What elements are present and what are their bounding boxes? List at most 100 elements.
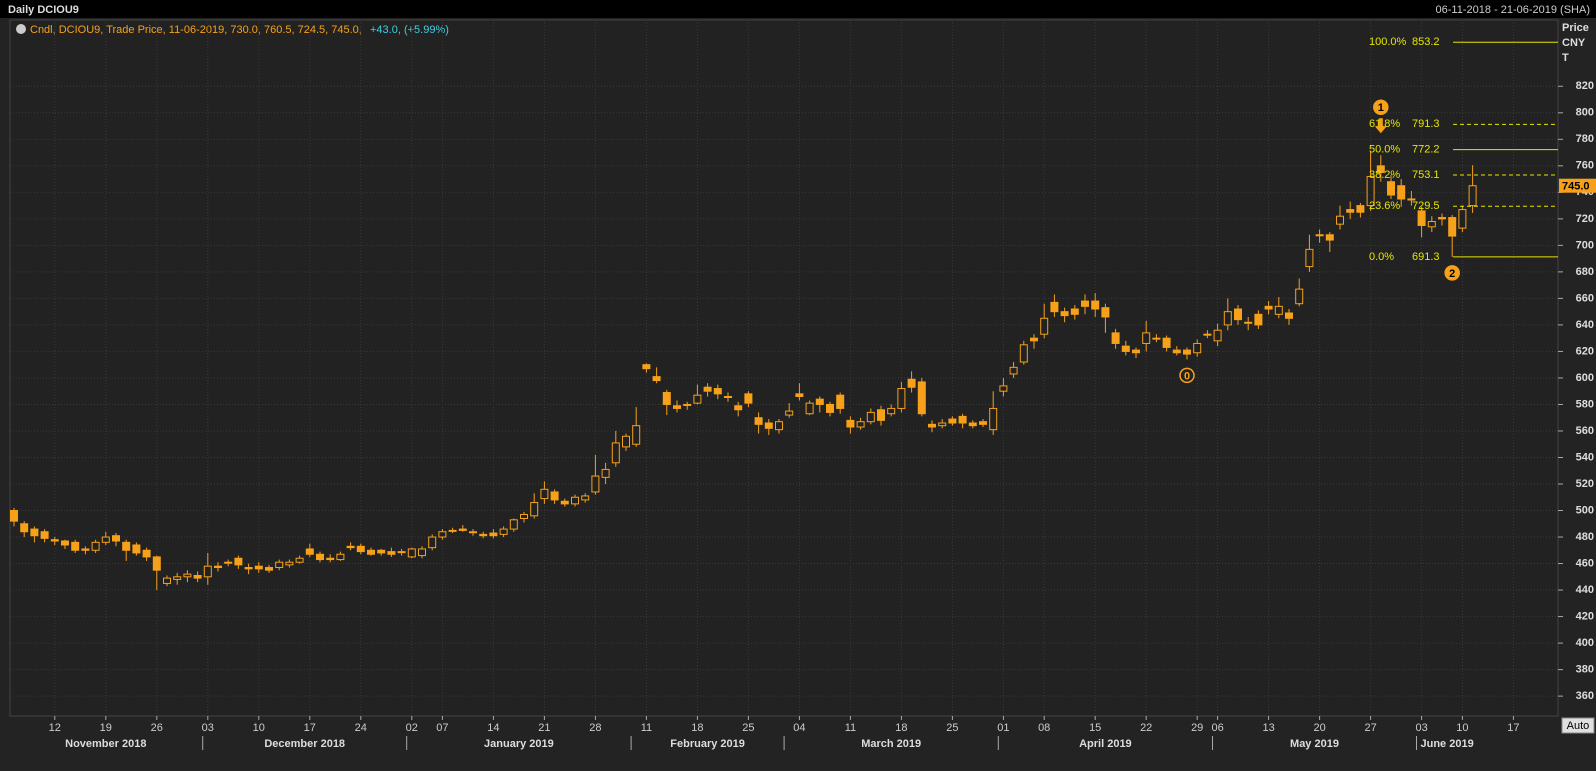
candle-body bbox=[999, 385, 1008, 392]
y-tick-label: 680 bbox=[1576, 266, 1594, 278]
y-tick-label: 800 bbox=[1576, 107, 1594, 119]
legend-icon bbox=[16, 24, 26, 34]
fib-value: 729.5 bbox=[1412, 200, 1440, 212]
candle-body bbox=[397, 551, 406, 554]
candle-body bbox=[968, 422, 977, 427]
candle-body bbox=[958, 415, 967, 424]
candle-body bbox=[152, 556, 161, 571]
candle-body bbox=[1346, 209, 1355, 213]
candle-body bbox=[724, 396, 732, 399]
candle-body bbox=[775, 421, 783, 431]
x-tick-label: 20 bbox=[1313, 722, 1325, 734]
candle-body bbox=[622, 435, 630, 448]
month-label: May 2019 bbox=[1290, 738, 1339, 750]
candle-body bbox=[367, 549, 375, 555]
candle-body bbox=[540, 488, 549, 500]
legend-text: Cndl, DCIOU9, Trade Price, 11-06-2019, 7… bbox=[30, 24, 362, 36]
candle-body bbox=[193, 574, 202, 579]
candle-body bbox=[1183, 349, 1191, 355]
y-tick-label: 360 bbox=[1576, 690, 1594, 702]
candle-body bbox=[1101, 307, 1110, 318]
y-tick-label: 440 bbox=[1576, 584, 1594, 596]
annotation-marker bbox=[1373, 99, 1389, 115]
y-tick-label: 400 bbox=[1576, 637, 1594, 649]
y-tick-label: 520 bbox=[1576, 478, 1594, 490]
candle-body bbox=[305, 548, 314, 555]
candle-body bbox=[316, 553, 324, 561]
candle-body bbox=[673, 405, 681, 409]
candle-body bbox=[1254, 313, 1263, 326]
candle-body bbox=[805, 402, 814, 415]
candle-body bbox=[1172, 349, 1181, 354]
candle-body bbox=[938, 422, 947, 427]
candle-body bbox=[611, 442, 620, 464]
candle-body bbox=[1060, 311, 1069, 317]
x-tick-label: 12 bbox=[49, 722, 61, 734]
month-label: January 2019 bbox=[484, 738, 554, 750]
candle-body bbox=[1427, 221, 1436, 228]
y-tick-label: 560 bbox=[1576, 425, 1594, 437]
candle-body bbox=[1223, 311, 1232, 326]
candle-body bbox=[734, 405, 743, 411]
candle-body bbox=[1244, 321, 1253, 324]
candle-body bbox=[703, 386, 712, 392]
candle-body bbox=[948, 418, 957, 424]
legend-change: +43.0, (+5.99%) bbox=[370, 24, 449, 36]
candle-body bbox=[275, 561, 284, 569]
y-tick-label: 640 bbox=[1576, 319, 1594, 331]
candle-body bbox=[1356, 205, 1365, 213]
candle-body bbox=[1458, 209, 1467, 229]
x-tick-label: 07 bbox=[436, 722, 448, 734]
month-label: February 2019 bbox=[670, 738, 745, 750]
x-tick-label: 10 bbox=[1456, 722, 1468, 734]
header-bar bbox=[0, 0, 1596, 18]
candle-body bbox=[438, 531, 447, 538]
fib-value: 853.2 bbox=[1412, 36, 1440, 48]
x-tick-label: 25 bbox=[742, 722, 754, 734]
candle-body bbox=[550, 491, 559, 501]
y-tick-label: 620 bbox=[1576, 345, 1594, 357]
candle-body bbox=[815, 398, 824, 405]
candle-body bbox=[785, 410, 794, 416]
fib-value: 772.2 bbox=[1412, 144, 1440, 156]
x-tick-label: 17 bbox=[304, 722, 316, 734]
candle-body bbox=[744, 393, 753, 404]
x-tick-label: 02 bbox=[406, 722, 418, 734]
y-tick-label: 700 bbox=[1576, 239, 1594, 251]
candle-body bbox=[1336, 215, 1344, 225]
candle-body bbox=[418, 548, 426, 557]
y-tick-label: 780 bbox=[1576, 133, 1594, 145]
candle-body bbox=[387, 551, 396, 555]
candle-body bbox=[50, 539, 59, 542]
auto-button[interactable] bbox=[1561, 717, 1595, 734]
candle-body bbox=[336, 553, 345, 561]
x-tick-label: 22 bbox=[1140, 722, 1152, 734]
fib-label: 23.6% bbox=[1369, 200, 1400, 212]
candle-body bbox=[234, 557, 243, 566]
auto-button-label[interactable]: Auto bbox=[1567, 720, 1590, 732]
y-tick-label: 480 bbox=[1576, 531, 1594, 543]
candle-body bbox=[1274, 305, 1283, 315]
fib-value: 691.3 bbox=[1412, 251, 1440, 263]
candle-body bbox=[326, 557, 335, 561]
candle-body bbox=[877, 409, 885, 421]
x-tick-label: 24 bbox=[355, 722, 367, 734]
candle-body bbox=[530, 502, 539, 517]
candle-body bbox=[1305, 248, 1314, 268]
candle-body bbox=[1285, 312, 1293, 319]
candle-body bbox=[428, 536, 437, 549]
x-tick-label: 19 bbox=[100, 722, 112, 734]
annotation-arrow bbox=[1374, 118, 1387, 134]
candle-body bbox=[71, 541, 80, 551]
candle-body bbox=[295, 557, 304, 563]
x-tick-label: 28 bbox=[589, 722, 601, 734]
candle-body bbox=[1019, 344, 1028, 363]
candle-body bbox=[1325, 234, 1334, 241]
candle-body bbox=[907, 378, 916, 388]
candle-body bbox=[458, 528, 467, 531]
annotation-label: 0 bbox=[1184, 370, 1190, 382]
fib-label: 61.8% bbox=[1369, 118, 1400, 130]
candle-body bbox=[1234, 308, 1242, 321]
x-tick-label: 01 bbox=[997, 722, 1009, 734]
plot-area bbox=[9, 19, 1559, 717]
